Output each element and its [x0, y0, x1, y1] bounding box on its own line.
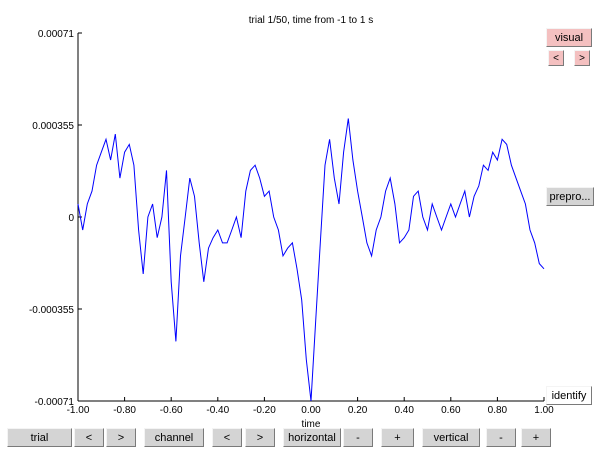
vertical-plus-button[interactable]: + — [521, 428, 551, 447]
horizontal-plus-button[interactable]: + — [381, 428, 414, 447]
x-tick-label: 0.00 — [301, 405, 321, 416]
y-axis: 0.00071 0.000355 0 -0.000355 -0.00071 — [29, 29, 82, 408]
channel-prev-button[interactable]: < — [212, 428, 242, 447]
identify-button[interactable]: identify — [546, 386, 592, 405]
y-tick-label: 0.00071 — [38, 29, 75, 40]
y-tick-label: -0.00071 — [35, 397, 75, 408]
y-tick-label: 0.000355 — [32, 121, 74, 132]
plot-title: trial 1/50, time from -1 to 1 s — [249, 15, 374, 26]
x-tick-label: 0.40 — [394, 405, 414, 416]
x-tick-label: -0.20 — [253, 405, 276, 416]
x-tick-label: -0.80 — [113, 405, 136, 416]
horizontal-button[interactable]: horizontal — [283, 428, 341, 447]
horizontal-minus-button[interactable]: - — [343, 428, 373, 447]
x-tick-label: -0.60 — [160, 405, 183, 416]
channel-next-button[interactable]: > — [245, 428, 275, 447]
x-tick-label: 1.00 — [534, 405, 554, 416]
x-tick-label: -0.40 — [206, 405, 229, 416]
x-tick-label: -1.00 — [67, 405, 90, 416]
y-tick-label: 0 — [68, 213, 74, 224]
visual-next-button[interactable]: > — [574, 50, 590, 66]
x-tick-label: 0.60 — [441, 405, 461, 416]
trial-next-button[interactable]: > — [106, 428, 136, 447]
channel-button[interactable]: channel — [144, 428, 204, 447]
trial-button[interactable]: trial — [7, 428, 72, 447]
visual-prev-button[interactable]: < — [548, 50, 564, 66]
signal-trace — [77, 118, 545, 402]
x-tick-label: 0.20 — [348, 405, 368, 416]
prepro-button[interactable]: prepro... — [546, 187, 594, 206]
vertical-minus-button[interactable]: - — [486, 428, 516, 447]
vertical-button[interactable]: vertical — [422, 428, 480, 447]
visual-button[interactable]: visual — [546, 28, 592, 47]
trial-prev-button[interactable]: < — [74, 428, 104, 447]
x-tick-label: 0.80 — [488, 405, 508, 416]
y-tick-label: -0.000355 — [29, 305, 74, 316]
x-axis-label: time — [302, 419, 321, 430]
